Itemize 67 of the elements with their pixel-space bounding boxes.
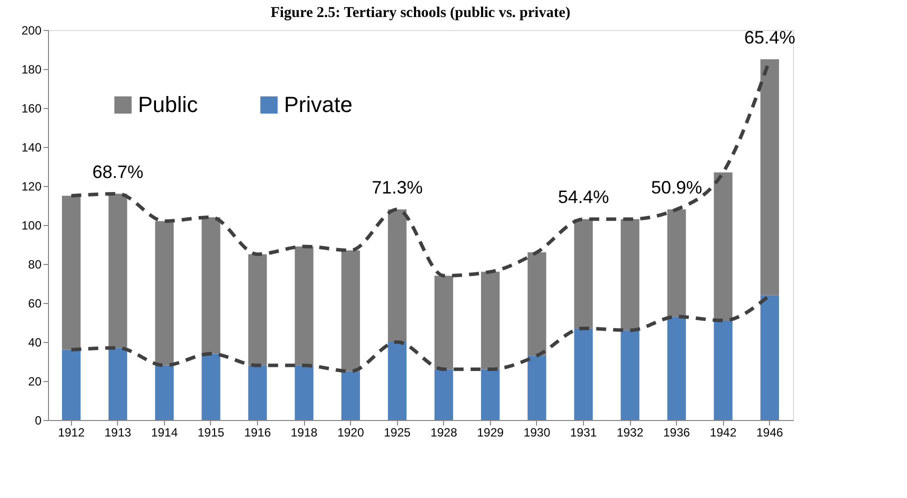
x-tick-label: 1942 <box>710 426 737 440</box>
x-tick-label: 1946 <box>756 426 784 440</box>
bar <box>574 219 593 328</box>
y-tick-label: 200 <box>21 24 42 38</box>
y-tick-label: 160 <box>21 102 42 116</box>
bar <box>62 196 81 350</box>
bar <box>294 365 314 420</box>
y-tick-label: 20 <box>28 374 42 388</box>
legend-label: Private <box>284 92 352 117</box>
x-tick-label: 1912 <box>58 426 85 440</box>
bar <box>108 348 128 420</box>
bar <box>714 172 732 321</box>
bar <box>62 350 81 420</box>
x-tick-label: 1930 <box>524 426 551 440</box>
annotation: 65.4% <box>744 27 796 48</box>
x-tick-label: 1931 <box>570 426 598 440</box>
bar <box>528 252 546 356</box>
y-tick-label: 40 <box>28 336 42 350</box>
y-tick-label: 0 <box>34 414 42 428</box>
bar <box>388 209 407 342</box>
y-tick-label: 100 <box>21 218 42 232</box>
x-tick-label: 1936 <box>663 426 690 440</box>
annotation: 71.3% <box>372 177 423 198</box>
y-tick-label: 60 <box>28 296 42 310</box>
annotation: 50.9% <box>651 177 702 198</box>
bar <box>620 330 640 420</box>
bar <box>481 272 500 370</box>
x-tick-label: 1914 <box>151 426 178 440</box>
bar <box>248 365 267 420</box>
legend-label: Public <box>138 92 198 117</box>
bar <box>202 354 220 420</box>
bar <box>714 320 732 420</box>
y-tick-label: 140 <box>21 140 42 154</box>
bar <box>434 369 454 420</box>
bar <box>434 276 454 370</box>
x-tick-label: 1929 <box>476 426 504 440</box>
bar <box>667 316 686 420</box>
x-tick-label: 1920 <box>337 426 364 440</box>
x-tick-label: 1918 <box>290 426 318 440</box>
x-tick-label: 1916 <box>244 426 272 440</box>
bar <box>248 254 267 366</box>
bar <box>108 194 128 348</box>
bar <box>155 221 174 366</box>
bar <box>155 365 174 420</box>
y-tick-label: 80 <box>28 258 42 272</box>
x-tick-label: 1913 <box>104 426 132 440</box>
y-tick-label: 180 <box>21 62 42 76</box>
x-tick-label: 1925 <box>384 426 411 440</box>
bar <box>294 246 314 366</box>
bar <box>341 250 360 372</box>
bar <box>574 328 593 420</box>
annotation: 68.7% <box>92 162 144 182</box>
chart-title: Figure 2.5: Tertiary schools (public vs. private) <box>270 5 570 21</box>
x-tick-label: 1928 <box>430 426 458 440</box>
bar <box>667 209 686 317</box>
x-tick-label: 1932 <box>616 426 644 440</box>
annotation: 54.4% <box>558 187 609 208</box>
bar <box>341 371 360 420</box>
bar <box>760 59 780 296</box>
bar <box>481 369 500 420</box>
bar <box>388 342 407 420</box>
bar <box>202 217 220 354</box>
y-tick-label: 120 <box>21 180 42 194</box>
bar <box>620 219 640 330</box>
bar <box>528 356 546 420</box>
x-tick-label: 1915 <box>198 426 225 440</box>
bar <box>760 295 780 420</box>
